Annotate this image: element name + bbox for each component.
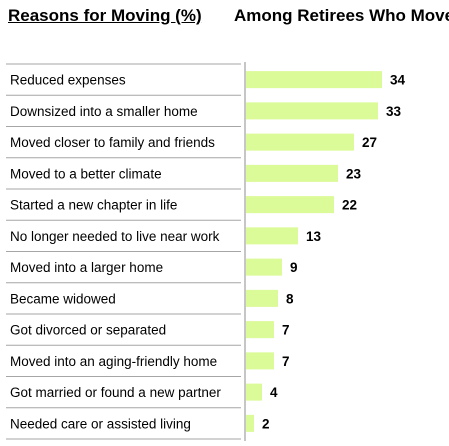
data-label: 33 <box>386 104 402 119</box>
bar <box>246 102 378 120</box>
chart-header: Reasons for Moving (%) Among Retirees Wh… <box>6 6 449 32</box>
category-label: Needed care or assisted living <box>10 416 191 431</box>
data-label: 4 <box>270 385 278 400</box>
data-label: 23 <box>346 166 362 181</box>
data-label: 34 <box>390 73 406 88</box>
category-label: Got married or found a new partner <box>10 385 221 400</box>
bar <box>246 289 278 307</box>
category-label: Became widowed <box>10 291 116 306</box>
bar <box>246 227 298 245</box>
category-label: Started a new chapter in life <box>10 198 177 213</box>
bar <box>246 133 354 151</box>
category-label: Moved closer to family and friends <box>10 135 215 150</box>
bar <box>246 71 382 89</box>
category-label: Moved to a better climate <box>10 166 162 181</box>
data-label: 13 <box>306 229 322 244</box>
bar <box>246 321 274 339</box>
data-label: 9 <box>290 260 298 275</box>
category-label: Downsized into a smaller home <box>10 104 198 119</box>
data-label: 8 <box>286 291 294 306</box>
data-label: 2 <box>262 416 270 431</box>
bar <box>246 258 282 276</box>
data-label: 7 <box>282 323 290 338</box>
category-label: Reduced expenses <box>10 73 126 88</box>
bar <box>246 164 338 182</box>
category-label: Moved into an aging-friendly home <box>10 354 217 369</box>
chart-title: Reasons for Moving (%) <box>8 6 202 25</box>
chart-subtitle: Among Retirees Who Moved <box>234 6 449 25</box>
bar <box>246 414 254 432</box>
data-label: 22 <box>342 198 357 213</box>
category-label: Moved into a larger home <box>10 260 163 275</box>
category-label: Got divorced or separated <box>10 323 166 338</box>
data-label: 7 <box>282 354 290 369</box>
bar <box>246 352 274 370</box>
data-label: 27 <box>362 135 377 150</box>
bar <box>246 383 262 401</box>
bar <box>246 196 334 214</box>
category-label: No longer needed to live near work <box>10 229 220 244</box>
